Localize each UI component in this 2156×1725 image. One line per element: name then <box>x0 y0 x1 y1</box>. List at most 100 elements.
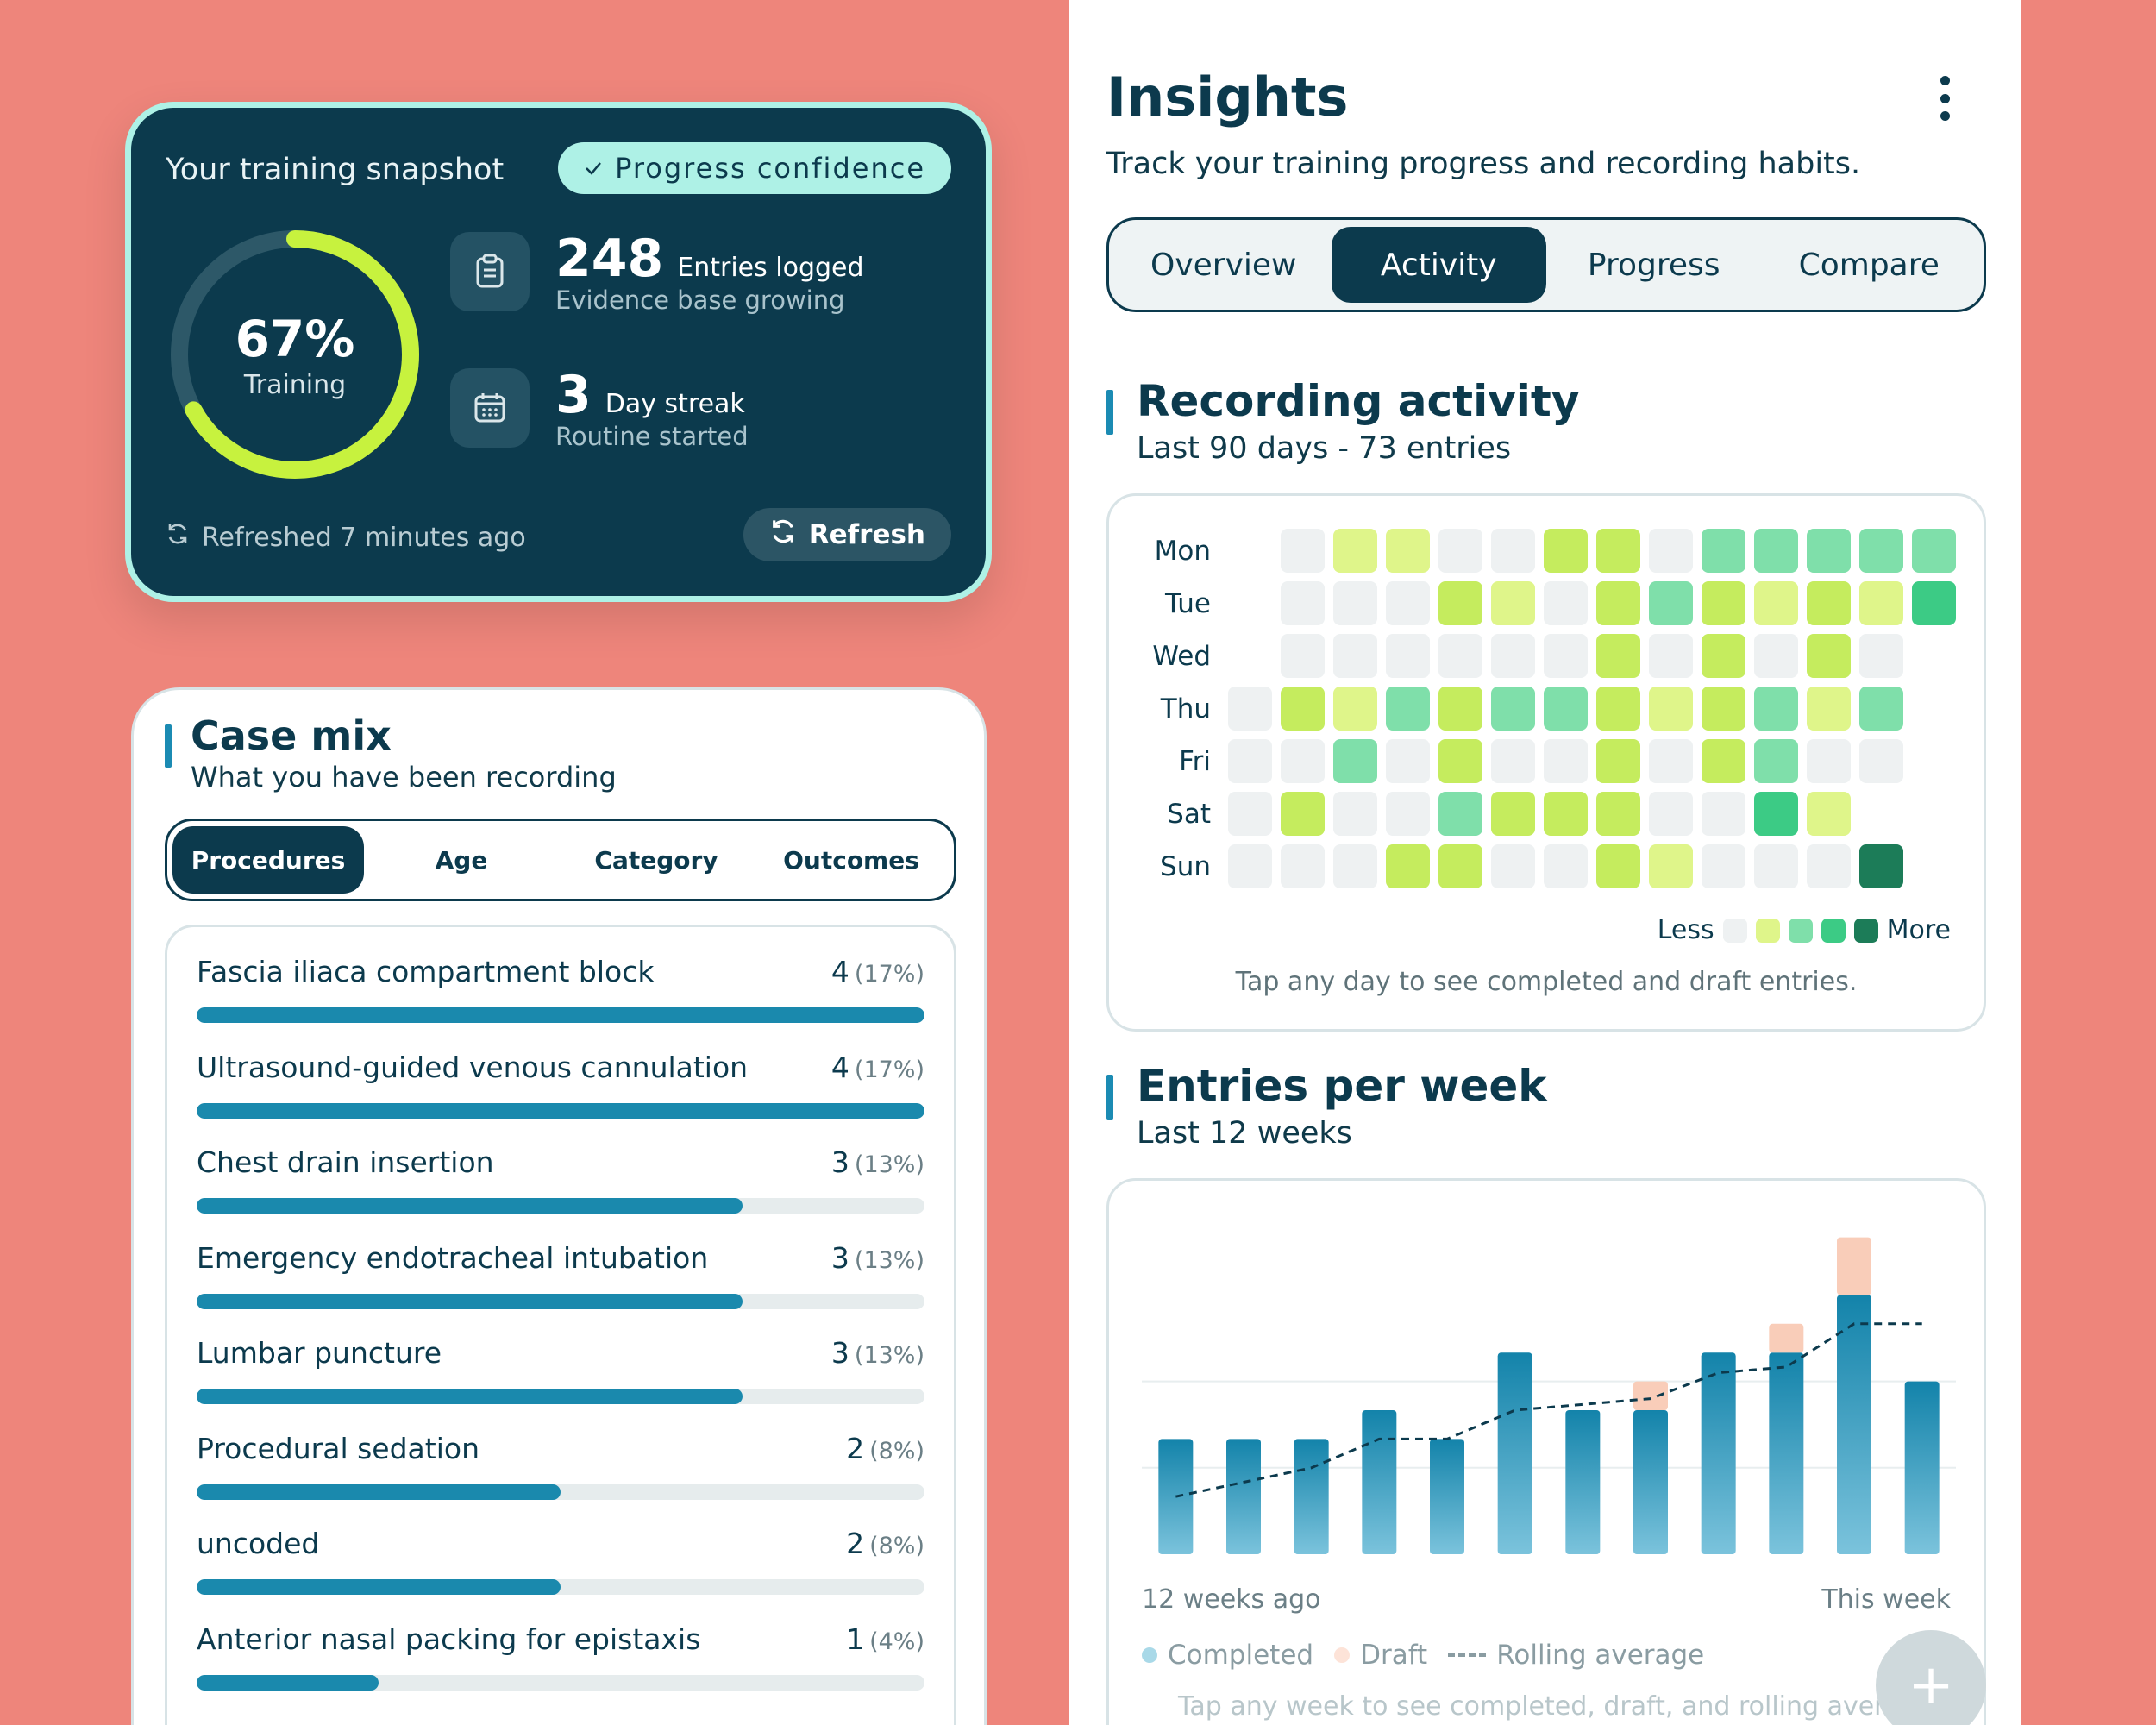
heatmap-cell[interactable] <box>1281 634 1325 678</box>
heatmap-cell[interactable] <box>1596 529 1640 573</box>
heatmap-cell[interactable] <box>1912 581 1956 625</box>
heatmap-cell[interactable] <box>1281 529 1325 573</box>
heatmap-cell[interactable] <box>1438 792 1482 836</box>
tab-outcomes[interactable]: Outcomes <box>783 845 919 875</box>
bar-completed[interactable] <box>1226 1439 1261 1554</box>
heatmap-cell[interactable] <box>1491 844 1535 888</box>
heatmap-cell[interactable] <box>1491 792 1535 836</box>
bar-completed[interactable] <box>1430 1439 1464 1554</box>
heatmap-cell[interactable] <box>1754 844 1798 888</box>
procedure-item[interactable]: Fascia iliaca compartment block 4 (17%) <box>197 955 924 1051</box>
heatmap-cell[interactable] <box>1596 844 1640 888</box>
heatmap-cell[interactable] <box>1544 844 1588 888</box>
heatmap-cell[interactable] <box>1228 844 1272 888</box>
heatmap-cell[interactable] <box>1491 687 1535 731</box>
heatmap-cell[interactable] <box>1438 634 1482 678</box>
heatmap-cell[interactable] <box>1859 581 1903 625</box>
heatmap-cell[interactable] <box>1596 792 1640 836</box>
procedure-item[interactable]: uncoded 2 (8%) <box>197 1527 924 1622</box>
bar-draft[interactable] <box>1837 1237 1871 1295</box>
heatmap-cell[interactable] <box>1859 634 1903 678</box>
heatmap-cell[interactable] <box>1596 687 1640 731</box>
heatmap-cell[interactable] <box>1649 739 1693 783</box>
heatmap-cell[interactable] <box>1228 739 1272 783</box>
bar-completed[interactable] <box>1565 1410 1601 1554</box>
heatmap-cell[interactable] <box>1491 581 1535 625</box>
heatmap-cell[interactable] <box>1754 529 1798 573</box>
heatmap-cell[interactable] <box>1491 634 1535 678</box>
bar-draft[interactable] <box>1633 1381 1668 1410</box>
heatmap-cell[interactable] <box>1807 687 1851 731</box>
heatmap-cell[interactable] <box>1333 687 1377 731</box>
heatmap-cell[interactable] <box>1386 739 1430 783</box>
heatmap-cell[interactable] <box>1333 529 1377 573</box>
heatmap-cell[interactable] <box>1702 844 1745 888</box>
heatmap-cell[interactable] <box>1807 529 1851 573</box>
procedure-item[interactable]: Ultrasound-guided venous cannulation 4 (17… <box>197 1051 924 1146</box>
heatmap-cell[interactable] <box>1754 792 1798 836</box>
bar-completed[interactable] <box>1769 1352 1804 1554</box>
heatmap-cell[interactable] <box>1438 739 1482 783</box>
heatmap-cell[interactable] <box>1859 687 1903 731</box>
heatmap-cell[interactable] <box>1596 581 1640 625</box>
heatmap-cell[interactable] <box>1859 844 1903 888</box>
heatmap-cell[interactable] <box>1859 529 1903 573</box>
procedure-item[interactable]: Anterior nasal packing for epistaxis 1 (4%… <box>197 1622 924 1718</box>
procedure-item[interactable]: Chest drain insertion 3 (13%) <box>197 1145 924 1241</box>
procedure-item[interactable]: Emergency endotracheal intubation 3 (13%) <box>197 1241 924 1337</box>
heatmap-cell[interactable] <box>1544 792 1588 836</box>
heatmap-cell[interactable] <box>1333 739 1377 783</box>
tab-compare[interactable]: Compare <box>1798 247 1940 283</box>
more-vertical-icon[interactable] <box>1932 76 1958 121</box>
heatmap-cell[interactable] <box>1649 529 1693 573</box>
heatmap-cell[interactable] <box>1333 581 1377 625</box>
heatmap-cell[interactable] <box>1702 687 1745 731</box>
heatmap-cell[interactable] <box>1754 687 1798 731</box>
heatmap-cell[interactable] <box>1544 581 1588 625</box>
heatmap-cell[interactable] <box>1228 687 1272 731</box>
heatmap-cell[interactable] <box>1438 687 1482 731</box>
tab-progress[interactable]: Progress <box>1587 247 1720 283</box>
heatmap-cell[interactable] <box>1807 739 1851 783</box>
heatmap-cell[interactable] <box>1438 529 1482 573</box>
heatmap-cell[interactable] <box>1649 634 1693 678</box>
heatmap-cell[interactable] <box>1544 687 1588 731</box>
heatmap-cell[interactable] <box>1281 581 1325 625</box>
heatmap-cell[interactable] <box>1228 792 1272 836</box>
bar-completed[interactable] <box>1904 1381 1940 1554</box>
heatmap-cell[interactable] <box>1386 844 1430 888</box>
procedure-item[interactable]: Procedural sedation 2 (8%) <box>197 1432 924 1527</box>
heatmap-cell[interactable] <box>1386 687 1430 731</box>
heatmap-cell[interactable] <box>1491 529 1535 573</box>
bar-completed[interactable] <box>1497 1352 1532 1554</box>
tab-category[interactable]: Category <box>594 845 718 875</box>
bar-completed[interactable] <box>1362 1410 1397 1554</box>
heatmap-cell[interactable] <box>1649 687 1693 731</box>
heatmap-cell[interactable] <box>1702 739 1745 783</box>
heatmap-cell[interactable] <box>1333 634 1377 678</box>
heatmap-cell[interactable] <box>1649 581 1693 625</box>
heatmap-cell[interactable] <box>1544 529 1588 573</box>
heatmap-cell[interactable] <box>1596 739 1640 783</box>
heatmap-cell[interactable] <box>1281 792 1325 836</box>
bar-completed[interactable] <box>1701 1352 1736 1554</box>
add-entry-button[interactable]: + <box>1876 1630 1986 1725</box>
tab-procedures[interactable]: Procedures <box>172 826 364 894</box>
tab-activity[interactable]: Activity <box>1331 227 1546 303</box>
heatmap-cell[interactable] <box>1807 844 1851 888</box>
heatmap-cell[interactable] <box>1386 634 1430 678</box>
heatmap-cell[interactable] <box>1491 739 1535 783</box>
bar-completed[interactable] <box>1294 1439 1329 1554</box>
heatmap-cell[interactable] <box>1702 581 1745 625</box>
heatmap-cell[interactable] <box>1859 739 1903 783</box>
heatmap-cell[interactable] <box>1702 634 1745 678</box>
heatmap-cell[interactable] <box>1754 739 1798 783</box>
heatmap-cell[interactable] <box>1649 792 1693 836</box>
heatmap-cell[interactable] <box>1438 581 1482 625</box>
heatmap-cell[interactable] <box>1281 844 1325 888</box>
heatmap-cell[interactable] <box>1754 581 1798 625</box>
procedure-item[interactable]: Lumbar puncture 3 (13%) <box>197 1336 924 1432</box>
heatmap-cell[interactable] <box>1912 529 1956 573</box>
tab-age[interactable]: Age <box>435 845 488 875</box>
heatmap-cell[interactable] <box>1807 792 1851 836</box>
